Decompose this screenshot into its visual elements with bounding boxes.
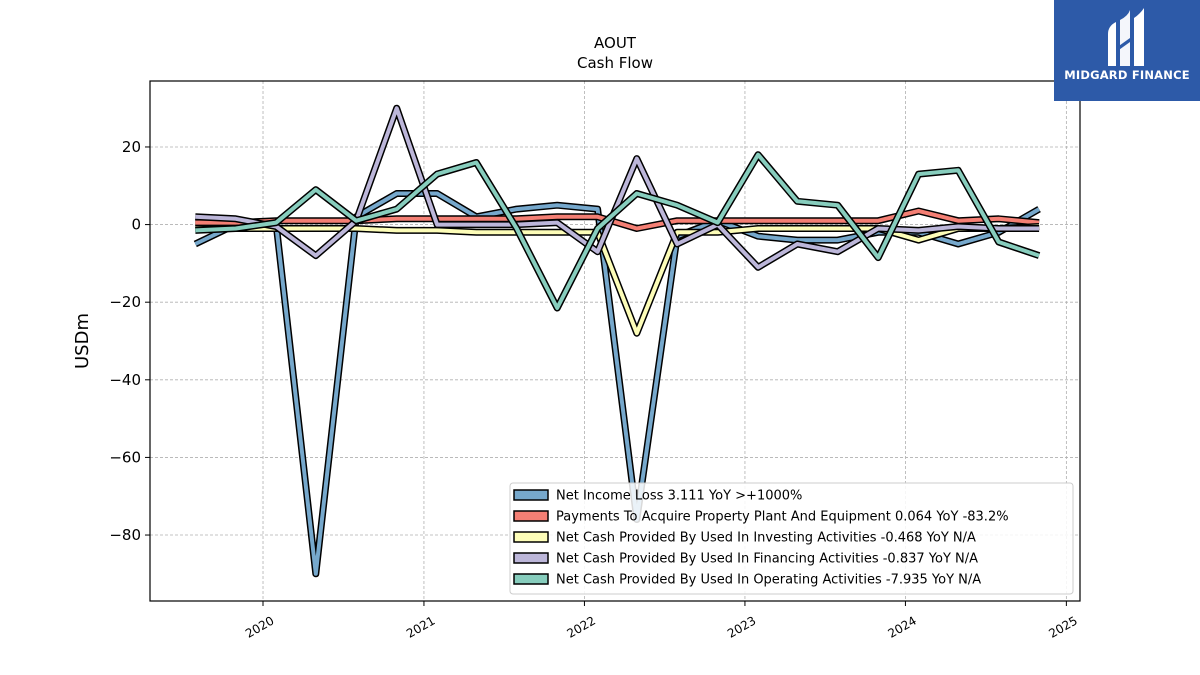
y-tick-label: 0: [131, 216, 141, 234]
legend-label-0: Net Income Loss 3.111 YoY >+1000%: [556, 489, 802, 504]
chart-title: AOUT: [594, 34, 637, 52]
series-line-4: [195, 152, 1040, 310]
midgard-logo-icon: [1108, 8, 1144, 66]
x-tick-label: 2024: [885, 613, 918, 640]
legend-swatch-4: [513, 573, 549, 585]
legend: Net Income Loss 3.111 YoY >+1000% Payment…: [509, 482, 1074, 595]
series-line-3: [195, 106, 1040, 270]
legend-label-2: Net Cash Provided By Used In Investing A…: [556, 531, 976, 546]
brand-name: MIDGARD FINANCE: [1064, 68, 1190, 82]
brand-logo: MIDGARD FINANCE: [1054, 0, 1200, 101]
legend-label-1: Payments To Acquire Property Plant And E…: [556, 510, 1009, 525]
series-lines: [193, 104, 1041, 578]
series-line-2: [195, 224, 1040, 336]
y-tick-label: −60: [109, 448, 141, 466]
x-tick-label: 2022: [564, 613, 597, 640]
legend-swatch-1: [513, 510, 549, 522]
legend-swatch-0: [513, 489, 549, 501]
legend-swatch-3: [513, 552, 549, 564]
legend-box: [509, 482, 1074, 595]
y-axis-ticks: 20 0 −20 −40 −60 −80: [109, 138, 150, 544]
y-tick-label: 20: [122, 138, 141, 156]
y-axis-label: USDm: [72, 313, 93, 369]
y-tick-label: −20: [109, 293, 141, 311]
y-tick-label: −40: [109, 371, 141, 389]
x-axis-ticks: 2020 2021 2022 2023 2024 2025: [243, 601, 1080, 641]
x-tick-label: 2021: [404, 613, 437, 640]
plot-frame: [149, 80, 1081, 602]
x-tick-label: 2020: [243, 613, 276, 640]
x-tick-label: 2023: [725, 613, 758, 640]
y-tick-label: −80: [109, 526, 141, 544]
legend-label-4: Net Cash Provided By Used In Operating A…: [556, 573, 981, 588]
legend-swatch-2: [513, 531, 549, 543]
x-tick-label: 2025: [1046, 613, 1079, 640]
chart-subtitle: Cash Flow: [577, 54, 653, 72]
legend-label-3: Net Cash Provided By Used In Financing A…: [556, 552, 978, 567]
